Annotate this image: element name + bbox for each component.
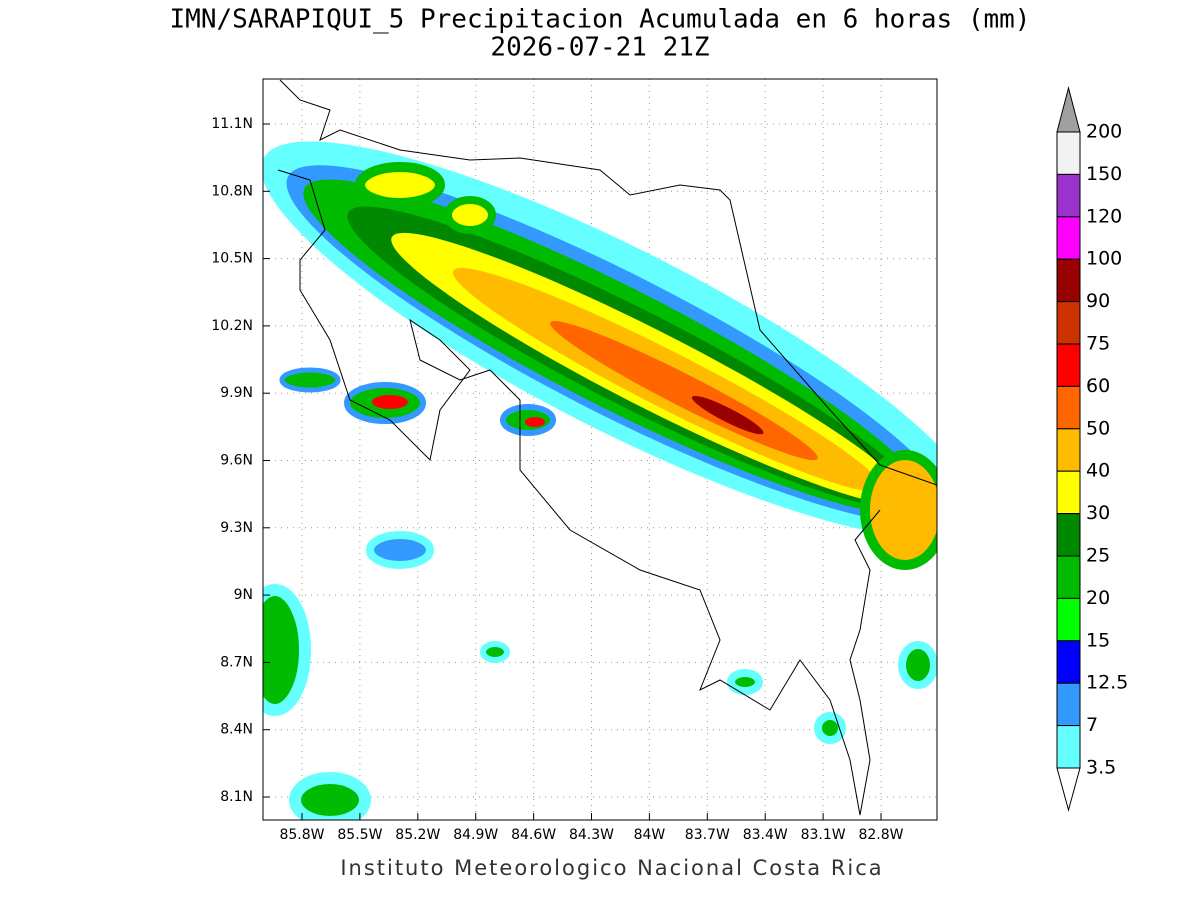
colorbar-box <box>1056 513 1081 557</box>
lon-label: 83.1W <box>801 827 846 843</box>
colorbar: 200 150 120 100 90 75 60 50 40 30 25 20 15 12.5 7 3.5 <box>1056 86 1128 812</box>
colorbar-box <box>1056 131 1081 175</box>
lon-label: 82.8W <box>858 827 903 843</box>
colorbar-label: 150 <box>1086 163 1122 185</box>
colorbar-label: 60 <box>1086 375 1110 397</box>
map-frame <box>262 78 938 821</box>
lon-label: 84.3W <box>569 827 614 843</box>
lat-label: 9.6N <box>220 453 253 469</box>
colorbar-box <box>1056 640 1081 684</box>
lon-label: 84W <box>634 827 666 843</box>
lat-label: 11.1N <box>211 116 253 132</box>
lat-label: 9.9N <box>220 385 253 401</box>
lat-label: 10.5N <box>211 251 253 267</box>
colorbar-over <box>1056 86 1081 133</box>
lon-label: 83.7W <box>685 827 730 843</box>
colorbar-label: 90 <box>1086 290 1110 312</box>
lon-label: 85.8W <box>279 827 324 843</box>
colorbar-label: 25 <box>1086 545 1110 567</box>
colorbar-box <box>1056 682 1081 727</box>
colorbar-box <box>1056 216 1081 260</box>
colorbar-label: 12.5 <box>1086 672 1128 694</box>
lon-label: 83.4W <box>743 827 788 843</box>
colorbar-label: 7 <box>1086 714 1098 736</box>
colorbar-label: 30 <box>1086 502 1110 524</box>
colorbar-label: 120 <box>1086 205 1122 227</box>
footer-credit: Instituto Meteorologico Nacional Costa R… <box>340 856 883 880</box>
colorbar-box <box>1056 725 1081 769</box>
colorbar-label: 75 <box>1086 333 1110 355</box>
lat-label: 10.8N <box>211 183 253 199</box>
colorbar-box <box>1056 258 1081 303</box>
colorbar-label: 100 <box>1086 248 1122 270</box>
title: IMN/SARAPIQUI_5 Precipitacion Acumulada … <box>170 5 1031 35</box>
colorbar-label: 50 <box>1086 417 1110 439</box>
lat-label: 8.4N <box>220 722 253 738</box>
colorbar-box <box>1056 470 1081 515</box>
precip-field <box>263 79 937 820</box>
colorbar-under <box>1056 767 1081 812</box>
colorbar-box <box>1056 597 1081 642</box>
colorbar-box <box>1056 343 1081 387</box>
colorbar-box <box>1056 173 1081 218</box>
colorbar-box <box>1056 301 1081 345</box>
lat-label: 9.3N <box>220 520 253 536</box>
lat-label: 10.2N <box>211 318 253 334</box>
subtitle: 2026-07-21 21Z <box>490 33 709 63</box>
lat-label: 8.1N <box>220 789 253 805</box>
colorbar-label: 15 <box>1086 629 1110 651</box>
colorbar-box <box>1056 428 1081 472</box>
colorbar-label: 20 <box>1086 587 1110 609</box>
lon-label: 84.9W <box>453 827 498 843</box>
colorbar-box <box>1056 555 1081 599</box>
lon-label: 85.5W <box>337 827 382 843</box>
colorbar-box <box>1056 385 1081 430</box>
colorbar-label: 200 <box>1086 121 1122 143</box>
lon-label: 85.2W <box>395 827 440 843</box>
lat-label: 9N <box>234 587 253 603</box>
colorbar-label: 3.5 <box>1086 757 1116 779</box>
lon-label: 84.6W <box>511 827 556 843</box>
lat-label: 8.7N <box>220 654 253 670</box>
colorbar-label: 40 <box>1086 460 1110 482</box>
